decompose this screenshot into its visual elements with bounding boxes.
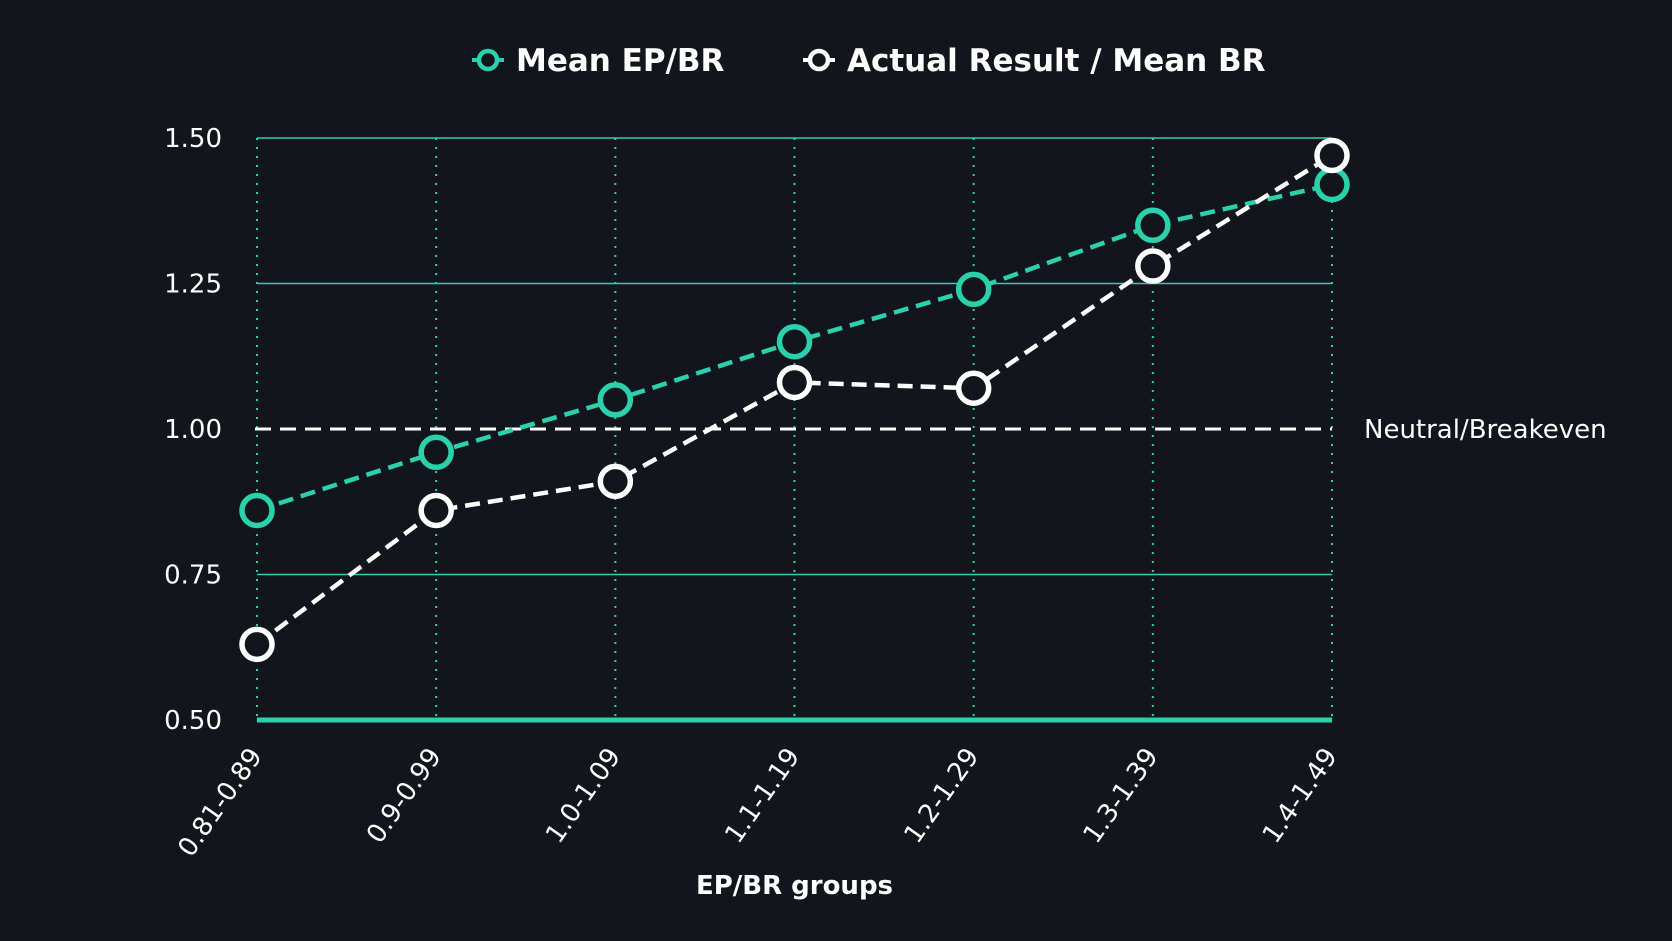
y-tick-label: 0.50 [164,706,222,736]
data-point [776,323,813,360]
series-1 [239,166,1350,529]
data-point [955,271,992,308]
y-tick-label: 1.50 [164,124,222,154]
legend-entry: Mean EP/BR [472,43,725,79]
data-point [597,463,634,500]
data-point [1135,248,1171,284]
reference-line-group: Neutral/Breakeven [255,415,1607,445]
grid-lines [256,137,1333,723]
series-2 [239,137,1350,663]
legend-circle-marker [807,48,831,72]
series-group [239,137,1350,663]
data-point [776,364,813,401]
data-point [955,370,992,407]
legend-circle-marker [476,48,500,72]
legend-label: Mean EP/BR [516,43,725,79]
reference-line-label: Neutral/Breakeven [1364,415,1607,445]
y-tick-label: 1.25 [164,270,222,300]
data-point [1314,166,1350,203]
x-axis-title: EP/BR groups [696,871,893,901]
legend-label: Actual Result / Mean BR [847,43,1266,79]
y-tick-label: 0.75 [164,561,222,591]
data-point [239,492,275,529]
y-tick-label: 1.00 [164,415,222,445]
data-point [1314,137,1350,174]
data-point [597,382,634,418]
data-point [418,492,454,529]
data-point [239,626,275,663]
legend-entry: Actual Result / Mean BR [803,43,1266,79]
legend: Mean EP/BR Actual Result / Mean BR [472,43,1266,79]
data-point [418,434,454,471]
data-point [1135,207,1171,244]
